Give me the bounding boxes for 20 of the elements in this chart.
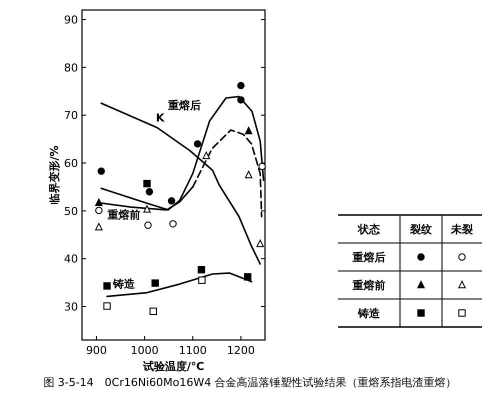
y-tick-label: 30 (64, 300, 78, 314)
x-axis-title: 试验温度/℃ (142, 360, 204, 373)
y-tick-label: 40 (64, 252, 78, 266)
legend-title: 状态 (357, 223, 381, 236)
x-tick-label: 1100 (178, 344, 207, 357)
y-tick-label: 80 (64, 61, 78, 74)
series-label: 重熔后 (167, 98, 202, 112)
legend: 状态 裂纹 未裂 重熔后 重熔前 铸造 (338, 214, 482, 328)
text: 图 3-5-14 0Cr16Ni60Mo16W4 合金高温落锤塑性试验结果（重熔系指电渣重熔） (43, 376, 457, 389)
series-label: 重熔前 (106, 208, 140, 222)
x-tick-label: 900 (86, 344, 107, 357)
y-tick-label: 90 (64, 14, 78, 27)
x-tick-label: 1000 (130, 344, 159, 357)
y-tick-label: 70 (64, 109, 78, 122)
series-label: 铸造 (112, 277, 136, 290)
y-axis-title: 临界变形/% (48, 145, 61, 205)
series-label: K (156, 112, 165, 125)
y-tick-label: 60 (64, 157, 78, 170)
x-tick-label: 1200 (226, 344, 255, 357)
y-tick-label: 50 (64, 204, 78, 218)
